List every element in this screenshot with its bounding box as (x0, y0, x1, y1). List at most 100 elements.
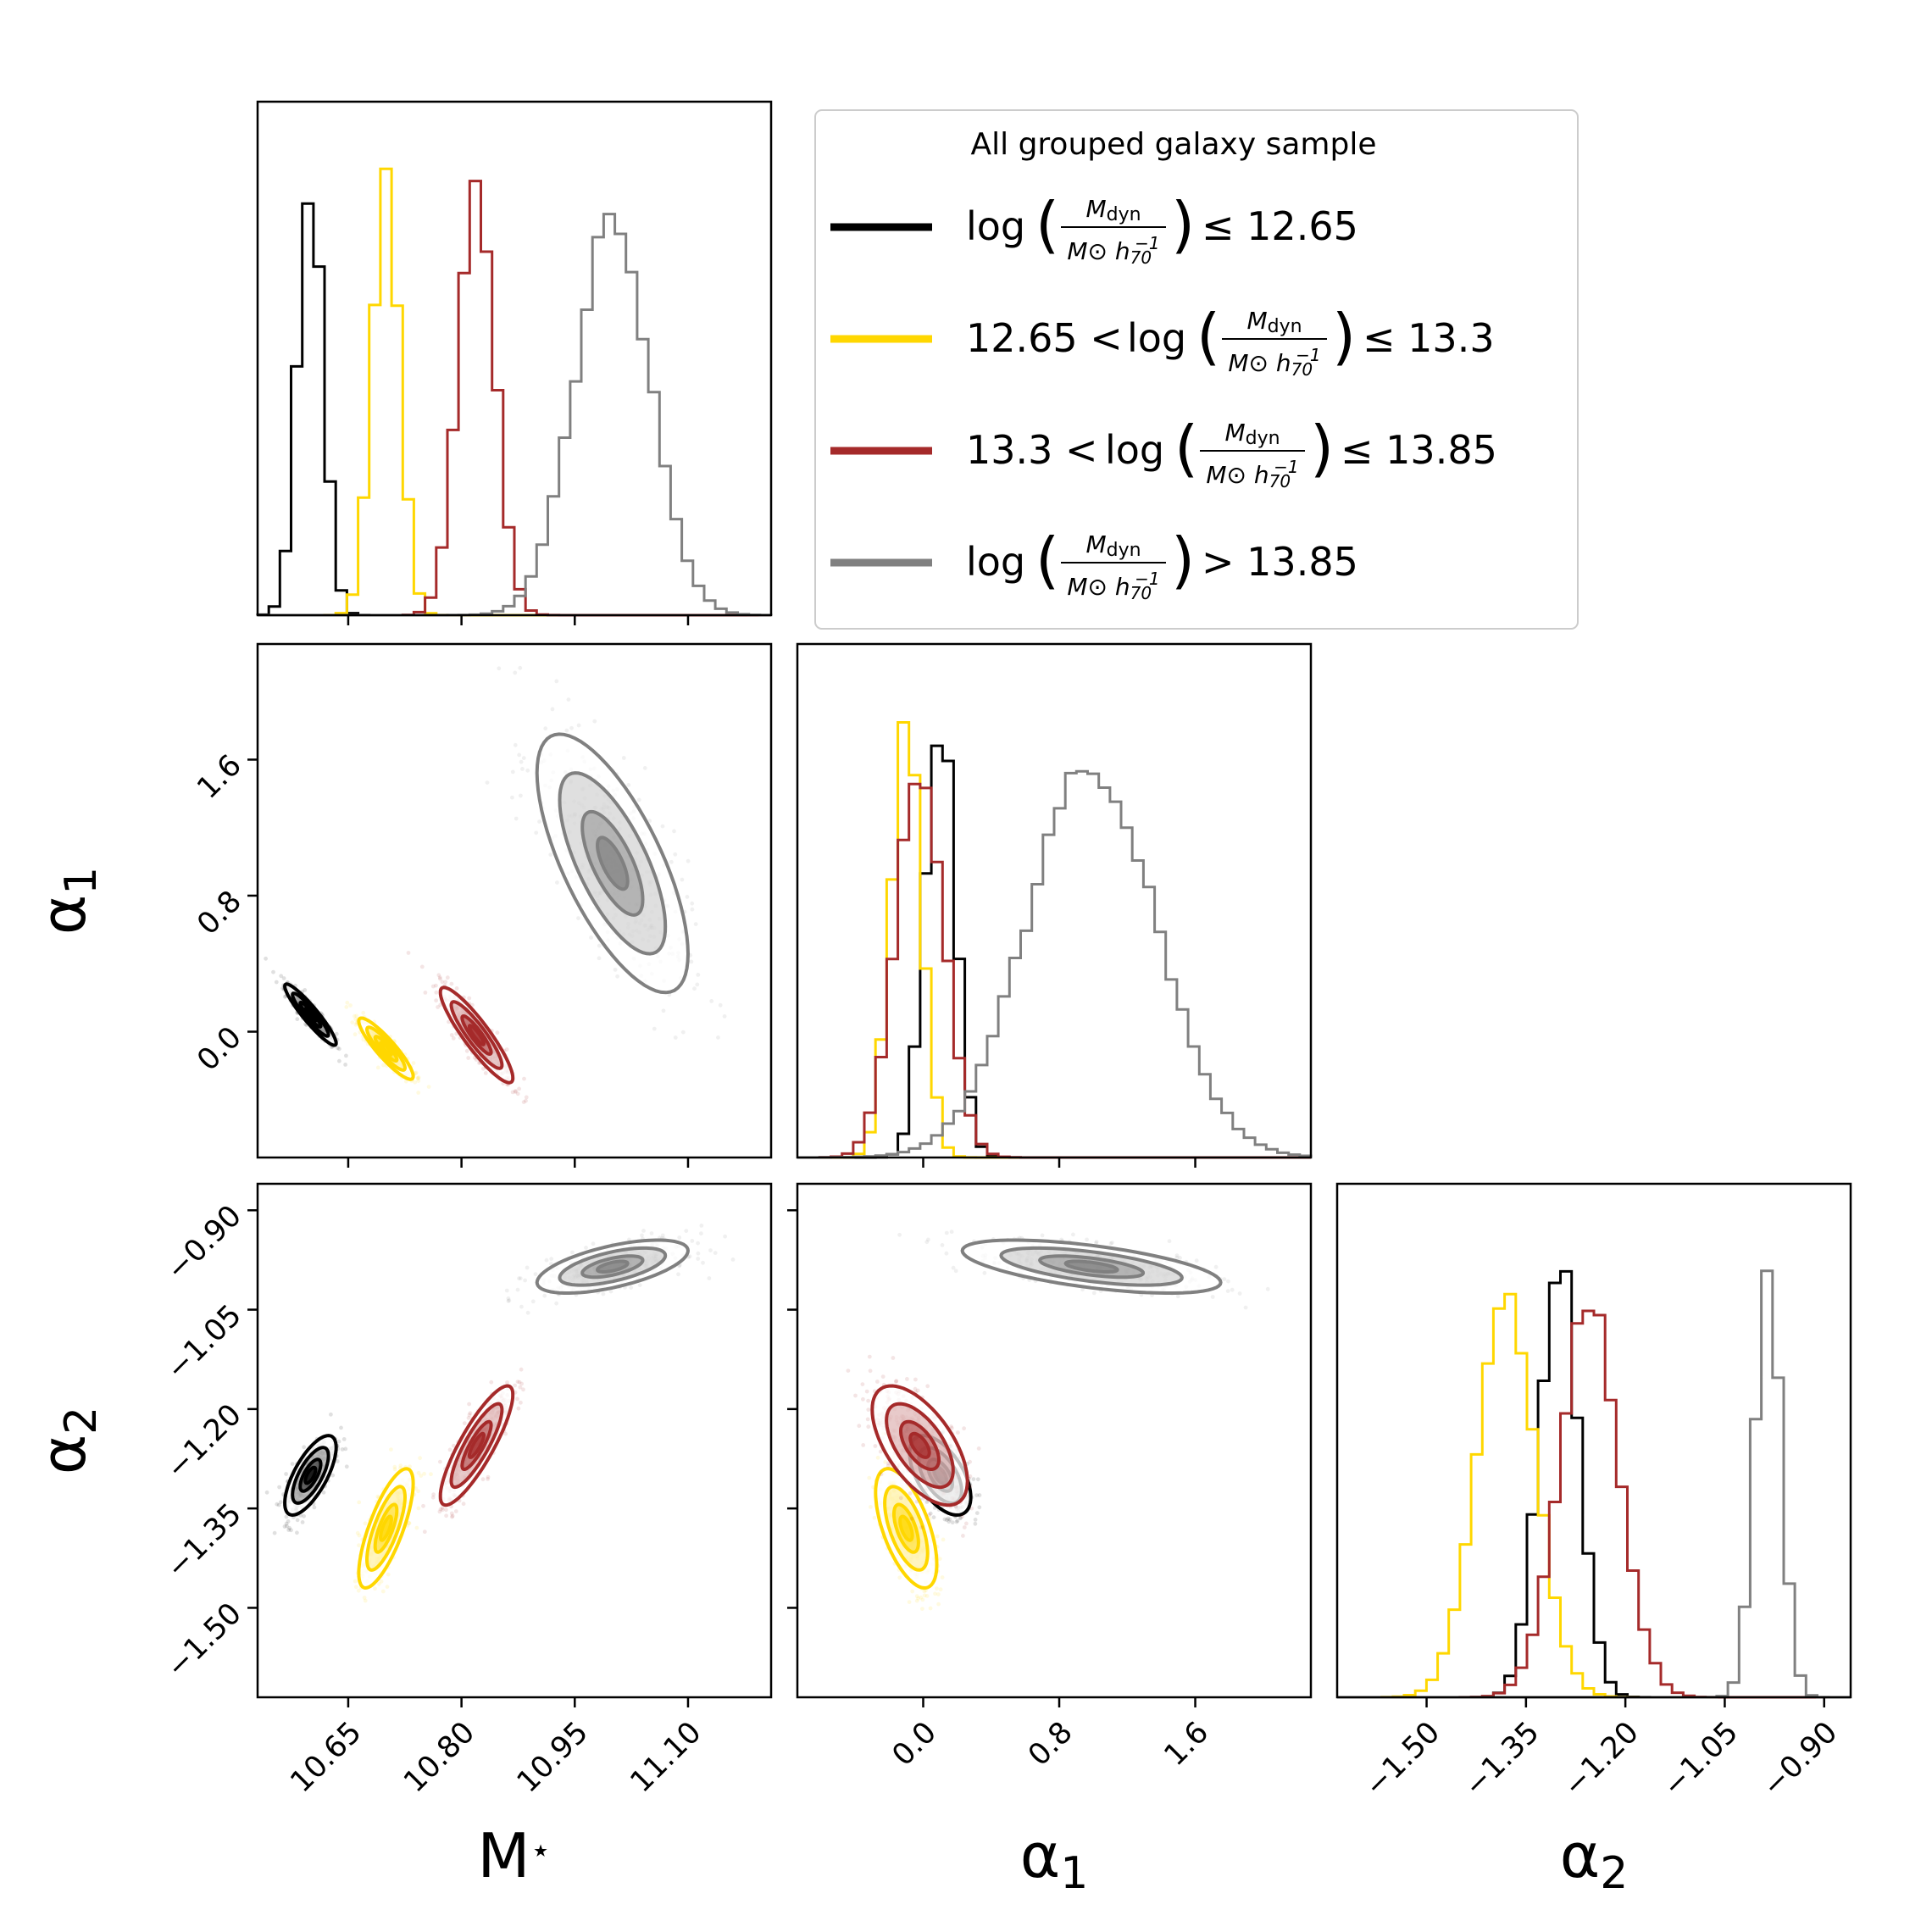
scatter-point-s3 (969, 1506, 974, 1511)
scatter-point-s4 (642, 766, 647, 770)
scatter-point-s4 (637, 1283, 642, 1287)
scatter-point-s3 (483, 1071, 488, 1075)
scatter-point-s1 (284, 1514, 289, 1519)
scatter-point-s1 (276, 1502, 281, 1507)
scatter-point-s4 (692, 986, 697, 991)
scatter-point-s4 (1213, 1264, 1219, 1269)
scatter-point-s4 (514, 816, 519, 821)
scatter-point-s1 (931, 1515, 936, 1519)
scatter-point-s2 (416, 1079, 421, 1083)
scatter-point-s3 (961, 1534, 965, 1538)
scatter-point-s3 (438, 1002, 443, 1008)
scatter-point-s2 (356, 1588, 361, 1593)
scatter-point-s4 (685, 895, 690, 899)
scatter-point-s2 (941, 1537, 946, 1542)
scatter-point-s3 (464, 1048, 469, 1053)
scatter-point-s2 (361, 1010, 366, 1015)
scatter-point-s2 (381, 1063, 386, 1068)
scatter-point-s4 (1178, 1256, 1182, 1260)
scatter-point-s1 (279, 974, 284, 979)
scatter-point-s4 (1225, 1289, 1230, 1293)
scatter-point-s3 (510, 1090, 515, 1095)
scatter-point-s1 (330, 1473, 336, 1478)
scatter-point-s2 (380, 1589, 386, 1594)
scatter-point-s4 (549, 1257, 554, 1261)
scatter-point-s3 (434, 998, 438, 1003)
scatter-point-s2 (363, 1521, 368, 1526)
scatter-point-s1 (344, 1053, 348, 1058)
scatter-point-s2 (392, 1467, 397, 1472)
scatter-point-s3 (454, 986, 459, 991)
scatter-point-s3 (905, 1377, 909, 1381)
scatter-point-s4 (518, 665, 523, 670)
scatter-point-s3 (440, 980, 445, 985)
scatter-point-s3 (513, 1090, 518, 1094)
scatter-point-s3 (437, 975, 442, 980)
scatter-point-s1 (947, 1517, 952, 1522)
scatter-point-s4 (506, 1299, 511, 1303)
scatter-point-s1 (284, 1472, 288, 1476)
scatter-point-s4 (686, 858, 691, 863)
scatter-point-s1 (281, 976, 286, 980)
scatter-point-s4 (519, 1304, 524, 1309)
scatter-point-s3 (444, 1507, 448, 1513)
scatter-point-s2 (928, 1606, 933, 1611)
scatter-point-s3 (434, 990, 439, 995)
scatter-point-s4 (569, 725, 574, 730)
scatter-point-s3 (430, 1495, 436, 1500)
scatter-point-s3 (437, 1509, 442, 1514)
scatter-point-s4 (696, 1251, 701, 1256)
scatter-point-s3 (449, 981, 454, 986)
scatter-point-s2 (936, 1592, 941, 1596)
scatter-point-s2 (935, 1586, 939, 1591)
scatter-point-s3 (875, 1380, 880, 1384)
scatter-point-s2 (414, 1070, 419, 1075)
scatter-point-s1 (282, 994, 287, 999)
scatter-point-s4 (716, 1035, 720, 1040)
scatter-point-s1 (264, 1490, 269, 1495)
scatter-point-s4 (677, 1235, 682, 1240)
scatter-point-s3 (462, 1421, 467, 1425)
scatter-point-s3 (867, 1354, 872, 1359)
scatter-point-s4 (555, 880, 559, 885)
scatter-point-s2 (389, 1447, 393, 1452)
scatter-point-s4 (576, 723, 581, 728)
scatter-point-s2 (936, 1602, 941, 1607)
scatter-point-s1 (321, 1490, 326, 1495)
scatter-point-s4 (1040, 1233, 1045, 1238)
scatter-point-s2 (348, 1003, 353, 1008)
scatter-point-s4 (601, 1291, 606, 1296)
scatter-point-s3 (866, 1398, 870, 1403)
scatter-point-s3 (866, 1424, 871, 1430)
scatter-point-s1 (343, 1063, 347, 1067)
scatter-point-s4 (544, 1257, 549, 1263)
scatter-point-s4 (1071, 1232, 1075, 1237)
scatter-point-s2 (357, 1500, 362, 1505)
scatter-point-s2 (353, 1585, 358, 1590)
scatter-point-s2 (357, 1543, 361, 1548)
scatter-point-s4 (707, 1276, 712, 1280)
scatter-point-s4 (718, 1002, 723, 1008)
scatter-point-s4 (722, 1014, 727, 1019)
scatter-point-s4 (543, 726, 548, 731)
scatter-point-s4 (690, 1239, 695, 1243)
scatter-point-s4 (613, 968, 618, 972)
scatter-point-s4 (525, 1310, 530, 1315)
scatter-point-s3 (515, 1380, 520, 1384)
scatter-point-s2 (875, 1455, 880, 1460)
scatter-point-s3 (406, 951, 411, 955)
scatter-point-s2 (867, 1475, 872, 1480)
scatter-point-s2 (386, 1572, 391, 1577)
scatter-point-s3 (919, 1525, 924, 1530)
scatter-point-s1 (302, 1445, 307, 1450)
scatter-point-s3 (891, 1356, 896, 1360)
scatter-point-s4 (621, 756, 626, 760)
scatter-point-s1 (282, 1524, 287, 1529)
scatter-point-s4 (542, 1293, 547, 1298)
scatter-point-s2 (353, 1017, 358, 1022)
scatter-point-s2 (385, 1585, 390, 1589)
scatter-point-s2 (353, 1579, 358, 1584)
scatter-point-s4 (523, 1278, 527, 1283)
scatter-point-s4 (584, 1246, 588, 1250)
scatter-point-s1 (274, 980, 279, 985)
